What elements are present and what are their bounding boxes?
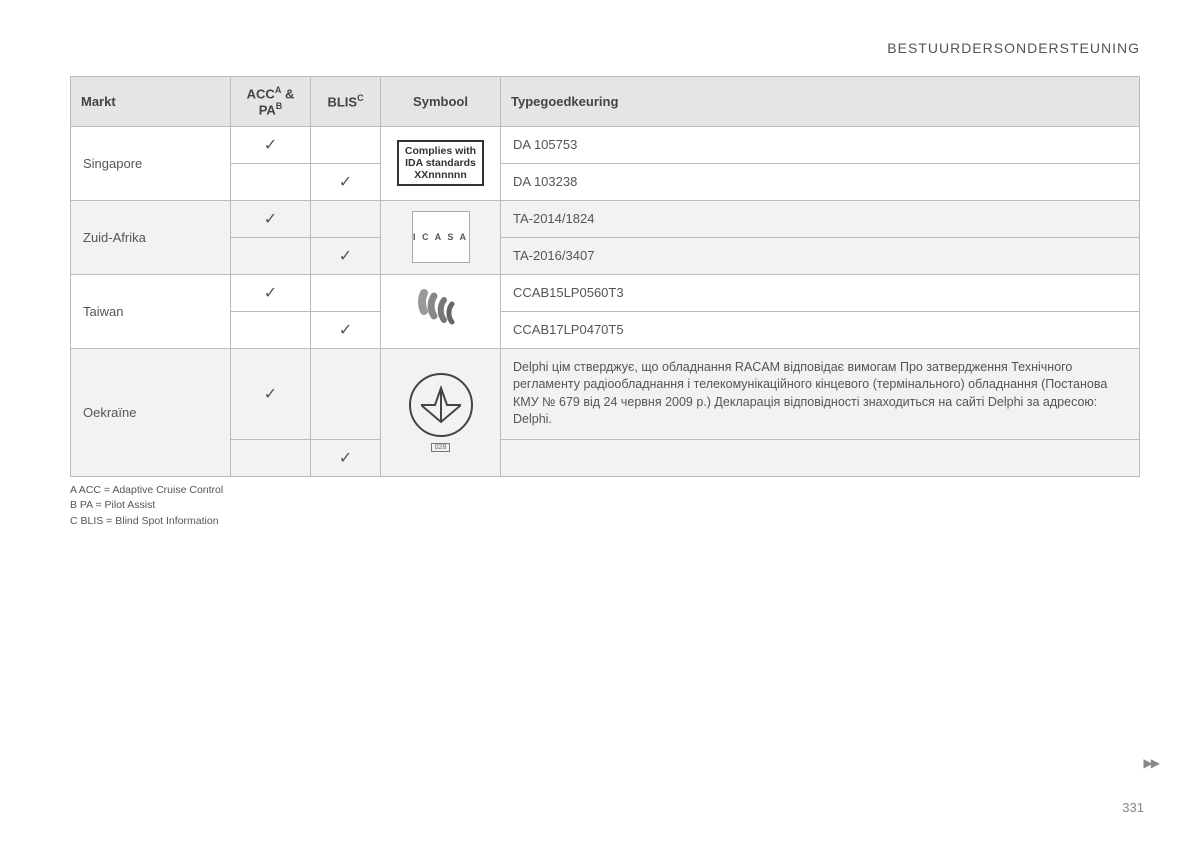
table-body: Singapore✓Complies withIDA standardsXXnn… [71, 126, 1140, 476]
acc-check [231, 237, 311, 274]
acc-check [231, 163, 311, 200]
table-row: ✓ CCAB17LP0470T5 [71, 311, 1140, 348]
blis-check: ✓ [311, 311, 381, 348]
blis-check [311, 200, 381, 237]
col-market: Markt [71, 77, 231, 127]
acc-check: ✓ [231, 126, 311, 163]
page-number: 331 [1122, 800, 1144, 815]
approval-cell [501, 439, 1140, 476]
symbol-cell: 028 [381, 348, 501, 476]
approval-cell: TA-2014/1824 [501, 200, 1140, 237]
approval-cell: CCAB17LP0470T5 [501, 311, 1140, 348]
market-cell: Singapore [71, 126, 231, 200]
approval-cell: TA-2016/3407 [501, 237, 1140, 274]
acc-check: ✓ [231, 274, 311, 311]
acc-check [231, 311, 311, 348]
blis-check [311, 126, 381, 163]
ukraine-conformity-icon: 028 [409, 373, 473, 452]
acc-check [231, 439, 311, 476]
type-approval-table: Markt ACCA & PAB BLISC Symbool Typegoedk… [70, 76, 1140, 477]
table-row: Zuid-Afrika✓I C A S ATA-2014/1824 [71, 200, 1140, 237]
table-row: Singapore✓Complies withIDA standardsXXnn… [71, 126, 1140, 163]
table-row: Taiwan✓CCAB15LP0560T3 [71, 274, 1140, 311]
col-symbol: Symbool [381, 77, 501, 127]
document-page: BESTUURDERSONDERSTEUNING Markt ACCA & PA… [0, 0, 1200, 560]
blis-check [311, 348, 381, 439]
acc-check: ✓ [231, 200, 311, 237]
continue-arrows-icon: ▶▶ [1144, 756, 1158, 770]
ncc-swirl-icon [412, 285, 470, 337]
market-cell: Zuid-Afrika [71, 200, 231, 274]
symbol-cell: I C A S A [381, 200, 501, 274]
section-title: BESTUURDERSONDERSTEUNING [70, 40, 1140, 56]
approval-cell: Delphi цім стверджує, що обладнання RACA… [501, 348, 1140, 439]
table-row: ✓ TA-2016/3407 [71, 237, 1140, 274]
symbol-cell [381, 274, 501, 348]
blis-check: ✓ [311, 237, 381, 274]
blis-check: ✓ [311, 163, 381, 200]
approval-cell: DA 105753 [501, 126, 1140, 163]
approval-cell: CCAB15LP0560T3 [501, 274, 1140, 311]
table-row: ✓ DA 103238 [71, 163, 1140, 200]
market-cell: Taiwan [71, 274, 231, 348]
col-blis: BLISC [311, 77, 381, 127]
col-acc-pa: ACCA & PAB [231, 77, 311, 127]
col-approval: Typegoedkeuring [501, 77, 1140, 127]
symbol-cell: Complies withIDA standardsXXnnnnnn [381, 126, 501, 200]
acc-check: ✓ [231, 348, 311, 439]
ida-compliance-icon: Complies withIDA standardsXXnnnnnn [397, 140, 484, 186]
table-row: Oekraïne✓028Delphi цім стверджує, що обл… [71, 348, 1140, 439]
footnote-line: A ACC = Adaptive Cruise Control [70, 483, 1140, 499]
table-row: ✓ [71, 439, 1140, 476]
blis-check [311, 274, 381, 311]
approval-cell: DA 103238 [501, 163, 1140, 200]
footnotes: A ACC = Adaptive Cruise ControlB PA = Pi… [70, 483, 1140, 530]
market-cell: Oekraïne [71, 348, 231, 476]
blis-check: ✓ [311, 439, 381, 476]
footnote-line: C BLIS = Blind Spot Information [70, 514, 1140, 530]
footnote-line: B PA = Pilot Assist [70, 498, 1140, 514]
table-header-row: Markt ACCA & PAB BLISC Symbool Typegoedk… [71, 77, 1140, 127]
icasa-icon: I C A S A [412, 211, 470, 263]
